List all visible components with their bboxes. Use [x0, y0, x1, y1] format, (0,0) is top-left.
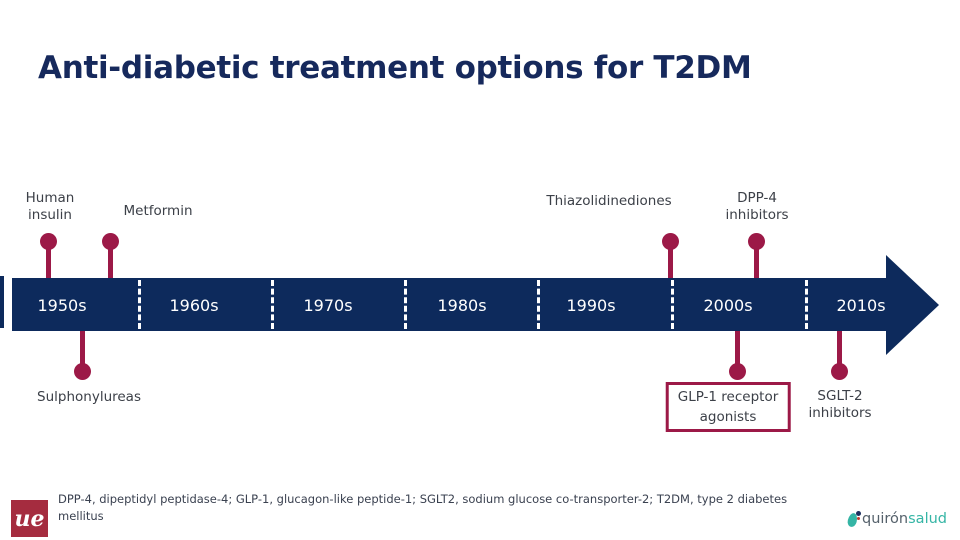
page-title: Anti-diabetic treatment options for T2DM — [38, 50, 752, 86]
human-insulin-label: Human insulin — [25, 190, 75, 223]
quironsalud-logo: quirón salud — [846, 509, 947, 529]
decade-label-2010s: 2010s — [836, 296, 886, 315]
timeline-bar — [12, 278, 887, 331]
decade-separator — [671, 280, 674, 329]
decade-label-1950s: 1950s — [37, 296, 87, 315]
sulphonylureas-pin-stem — [80, 331, 85, 371]
glp1-receptor-agonists-pin-stem — [735, 331, 740, 371]
metformin-label: Metformin — [123, 203, 193, 219]
decade-separator — [805, 280, 808, 329]
ue-logo-text: ue — [14, 505, 45, 532]
sglt2-inhibitors-pin-stem — [837, 331, 842, 371]
sglt2-inhibitors-label: SGLT-2 inhibitors — [808, 388, 872, 421]
dpp4-inhibitors-pin-dot — [747, 232, 765, 250]
dpp4-inhibitors-pin-stem — [754, 241, 759, 278]
glp1-receptor-agonists-pin-dot — [728, 362, 746, 380]
human-insulin-pin-dot — [39, 232, 57, 250]
quironsalud-leaf-icon — [846, 510, 861, 529]
left-edge-accent — [0, 276, 4, 328]
sulphonylureas-label: Sulphonylureas — [37, 389, 141, 405]
metformin-pin-dot — [101, 232, 119, 250]
decade-label-1990s: 1990s — [566, 296, 616, 315]
human-insulin-pin-stem — [46, 241, 51, 278]
timeline-arrowhead-icon — [886, 255, 939, 355]
metformin-pin-stem — [108, 241, 113, 278]
thiazolidinediones-label: Thiazolidinediones — [546, 193, 672, 209]
ue-logo: ue — [11, 500, 48, 537]
glp1-receptor-agonists-label: GLP-1 receptor agonists — [665, 382, 791, 432]
dpp4-inhibitors-label: DPP-4 inhibitors — [725, 190, 789, 223]
thiazolidinediones-pin-dot — [661, 232, 679, 250]
footnote: DPP-4, dipeptidyl peptidase-4; GLP-1, gl… — [58, 492, 788, 523]
sglt2-inhibitors-pin-dot — [830, 362, 848, 380]
decade-separator — [537, 280, 540, 329]
sulphonylureas-pin-dot — [73, 362, 91, 380]
thiazolidinediones-pin-stem — [668, 241, 673, 278]
decade-separator — [138, 280, 141, 329]
decade-separator — [404, 280, 407, 329]
decade-label-1980s: 1980s — [437, 296, 487, 315]
brand-name-secondary: salud — [908, 511, 947, 527]
brand-name-primary: quirón — [861, 511, 909, 527]
decade-label-1970s: 1970s — [303, 296, 353, 315]
decade-label-1960s: 1960s — [169, 296, 219, 315]
decade-separator — [271, 280, 274, 329]
decade-label-2000s: 2000s — [703, 296, 753, 315]
